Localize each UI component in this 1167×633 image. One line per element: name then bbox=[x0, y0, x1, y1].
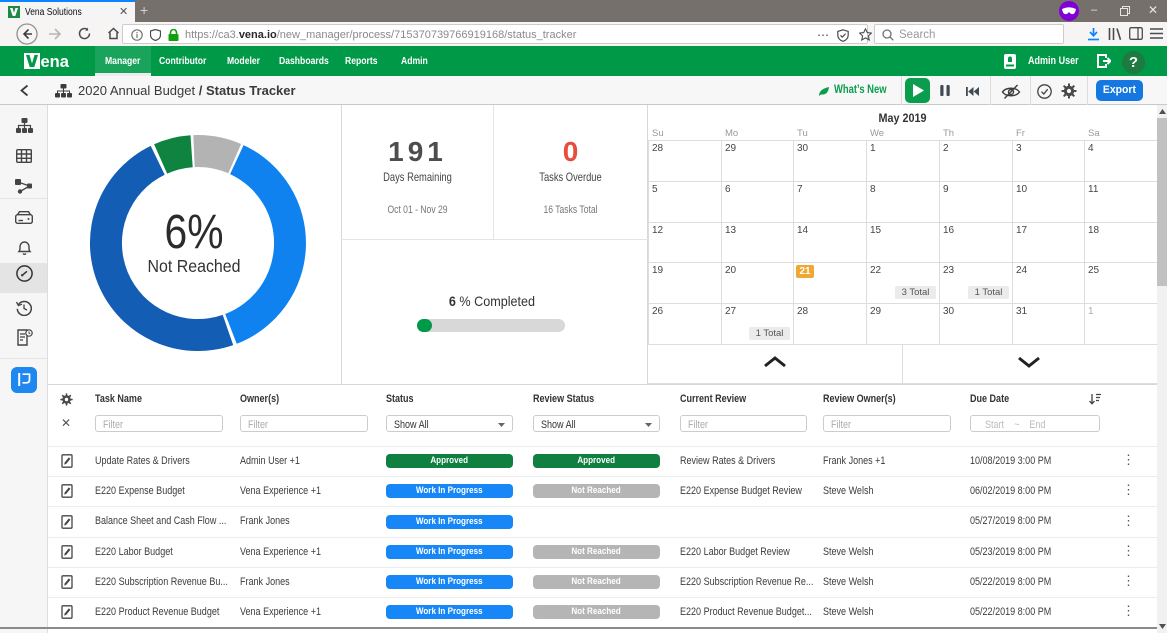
svg-text:ena: ena bbox=[41, 53, 70, 70]
